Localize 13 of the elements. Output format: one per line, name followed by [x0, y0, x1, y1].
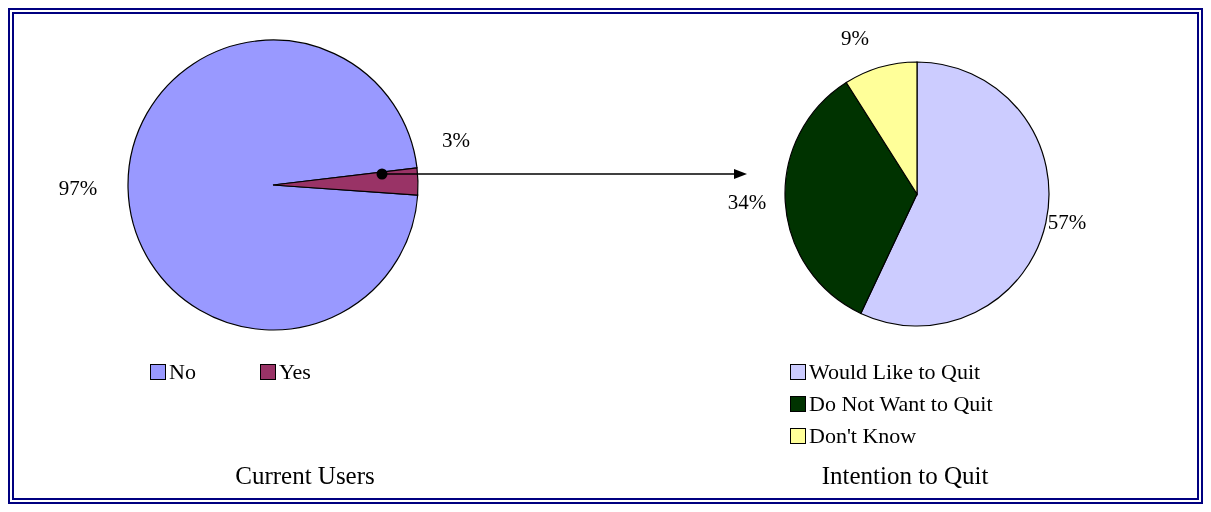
legend-label: No	[169, 359, 196, 385]
legend-label: Don't Know	[809, 423, 917, 449]
pie-slice	[127, 39, 419, 331]
legend-label: Would Like to Quit	[809, 359, 981, 385]
text: Current Users	[234, 462, 376, 490]
data-label: 57%	[1047, 210, 1087, 234]
text: Intention to Quit	[820, 462, 990, 490]
legend-label: Yes	[278, 359, 311, 385]
legend-label: Do Not Want to Quit	[809, 391, 993, 417]
data-label: 9%	[841, 26, 869, 50]
data-label: 34%	[727, 190, 767, 214]
data-label: 3%	[442, 128, 470, 152]
data-label: 97%	[58, 176, 98, 200]
